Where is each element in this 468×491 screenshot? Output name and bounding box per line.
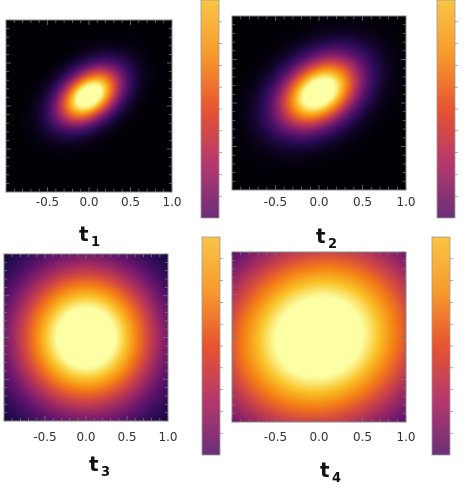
colorbar: [201, 236, 221, 456]
x-tick-label: -0.5: [264, 430, 287, 444]
heatmap-panel-3: -0.5 0.0 0.5 1.0 t 3: [3, 236, 223, 480]
panel-label: t: [89, 452, 99, 476]
colorbar: [200, 0, 220, 219]
x-tick-label: -0.5: [264, 195, 287, 209]
x-tick-label: 0.0: [79, 195, 98, 209]
x-tick-label: 0.0: [76, 430, 95, 444]
x-tick-label: 0.5: [353, 195, 372, 209]
heatmap-image: [232, 252, 406, 422]
colorbar: [431, 236, 451, 456]
panel-label-subscript: 1: [91, 235, 100, 250]
heatmap-panel-2: -0.5 0.0 0.5 1.0 t 2: [231, 0, 458, 252]
panel-label: t: [320, 458, 330, 482]
heatmap-panel-1: -0.5 0.0 0.5 1.0 t 1: [5, 0, 222, 250]
panel-label-subscript: 4: [332, 471, 341, 486]
panel-label: t: [79, 222, 89, 246]
colorbar: [436, 0, 456, 219]
heatmap-panel-4: -0.5 0.0 0.5 1.0 t 4: [231, 236, 453, 486]
x-tick-label: 0.5: [353, 430, 372, 444]
x-tick-label: -0.5: [36, 195, 59, 209]
heatmap-image: [232, 16, 406, 190]
panel-label-subscript: 2: [328, 237, 337, 252]
x-tick-label: 0.5: [117, 430, 136, 444]
x-tick-label: -0.5: [33, 430, 56, 444]
x-tick-label: 0.5: [121, 195, 140, 209]
x-tick-label: 0.0: [309, 430, 328, 444]
x-tick-label: 1.0: [396, 430, 415, 444]
heatmap-image: [6, 20, 172, 192]
x-tick-label: 1.0: [396, 195, 415, 209]
panel-label-subscript: 3: [101, 465, 110, 480]
x-tick-label: 1.0: [162, 195, 181, 209]
x-tick-label: 0.0: [309, 195, 328, 209]
x-tick-label: 1.0: [158, 430, 177, 444]
panel-label: t: [316, 224, 326, 248]
heatmap-image: [4, 254, 168, 421]
